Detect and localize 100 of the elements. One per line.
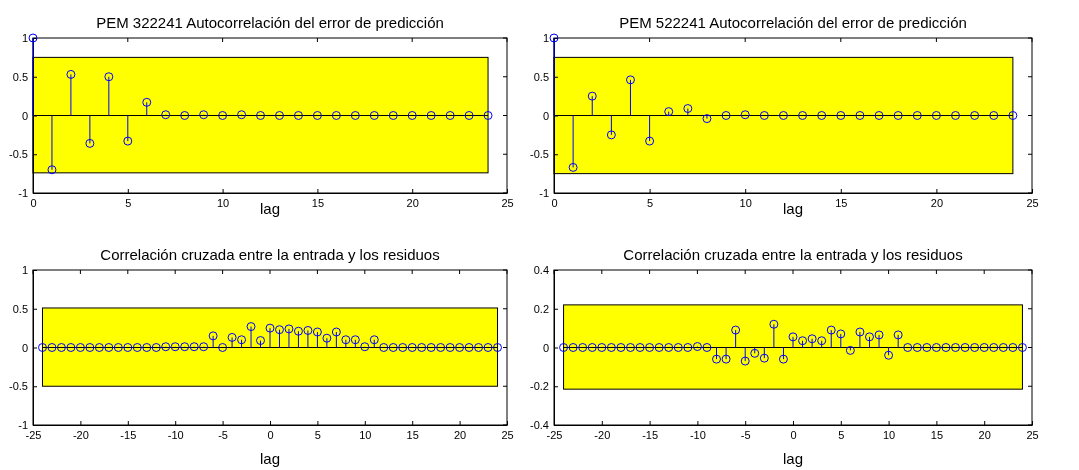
point bbox=[426, 343, 436, 352]
point bbox=[227, 332, 237, 342]
point bbox=[759, 111, 769, 120]
x-tick-label: 10 bbox=[739, 196, 752, 209]
point bbox=[702, 343, 712, 352]
y-tick-label: -1 bbox=[18, 419, 28, 432]
point bbox=[578, 343, 588, 352]
point bbox=[445, 343, 455, 352]
point bbox=[369, 111, 379, 120]
point bbox=[683, 343, 693, 352]
point bbox=[331, 327, 341, 337]
y-tick-label: 1 bbox=[21, 264, 28, 277]
x-tick-label: -5 bbox=[740, 428, 751, 441]
point bbox=[903, 343, 913, 352]
point bbox=[388, 111, 398, 120]
point bbox=[989, 111, 999, 120]
point bbox=[645, 343, 655, 352]
point bbox=[817, 111, 827, 120]
point bbox=[464, 343, 474, 352]
point bbox=[951, 111, 961, 120]
x-tick-label: -5 bbox=[218, 428, 228, 441]
x-tick-label: 15 bbox=[930, 428, 944, 441]
chart-title: Correlación cruzada entre la entrada y los residuos bbox=[100, 246, 440, 263]
point bbox=[750, 348, 760, 358]
point bbox=[998, 343, 1008, 352]
x-tick-label: 25 bbox=[1026, 428, 1039, 441]
x-tick-label: 25 bbox=[501, 196, 514, 209]
point bbox=[664, 107, 674, 117]
point bbox=[398, 343, 408, 352]
point bbox=[855, 111, 865, 120]
point bbox=[388, 343, 398, 352]
x-tick-label: -15 bbox=[120, 428, 137, 441]
x-tick-label: 20 bbox=[930, 196, 944, 209]
point bbox=[778, 354, 788, 364]
point bbox=[836, 329, 846, 339]
point bbox=[960, 343, 970, 352]
point bbox=[85, 343, 95, 352]
point bbox=[104, 343, 114, 352]
point bbox=[673, 343, 683, 352]
point bbox=[587, 343, 597, 352]
y-tick-label: 0.2 bbox=[533, 302, 549, 315]
point bbox=[218, 343, 228, 352]
x-tick-label: 10 bbox=[359, 428, 372, 441]
point bbox=[1017, 343, 1027, 352]
point bbox=[597, 343, 607, 352]
point bbox=[94, 343, 104, 352]
x-tick-label: 15 bbox=[835, 196, 848, 209]
y-tick-label: -0.5 bbox=[9, 148, 28, 161]
point bbox=[931, 343, 941, 352]
point bbox=[788, 332, 798, 342]
x-tick-label: 10 bbox=[882, 428, 896, 441]
point bbox=[436, 343, 446, 352]
x-tick-label: -20 bbox=[72, 428, 89, 441]
point bbox=[161, 342, 171, 352]
x-tick-label: -20 bbox=[594, 428, 611, 441]
point bbox=[426, 111, 436, 120]
point bbox=[616, 343, 626, 352]
point bbox=[606, 130, 616, 140]
point bbox=[483, 343, 493, 352]
point bbox=[970, 343, 980, 352]
x-tick-label: 5 bbox=[314, 428, 321, 441]
point bbox=[66, 69, 76, 79]
point bbox=[161, 110, 171, 120]
point bbox=[284, 324, 294, 334]
point bbox=[798, 336, 808, 346]
point bbox=[85, 138, 95, 148]
point bbox=[303, 325, 313, 335]
y-tick-label: 0.5 bbox=[12, 302, 28, 315]
point bbox=[769, 319, 779, 329]
point bbox=[104, 72, 114, 82]
point bbox=[322, 333, 332, 343]
point bbox=[123, 343, 133, 352]
y-tick-label: 0 bbox=[21, 109, 28, 122]
x-axis-title: lag bbox=[259, 200, 281, 217]
point bbox=[123, 136, 133, 146]
point bbox=[350, 335, 360, 345]
point bbox=[379, 343, 389, 352]
point bbox=[331, 111, 341, 120]
x-axis-title: lag bbox=[259, 450, 281, 467]
point bbox=[170, 342, 180, 352]
point bbox=[113, 343, 123, 352]
point bbox=[274, 111, 284, 120]
point bbox=[369, 335, 379, 345]
point bbox=[132, 343, 142, 352]
y-tick-label: 0.4 bbox=[533, 264, 549, 277]
point bbox=[568, 162, 578, 172]
point bbox=[654, 343, 664, 352]
y-tick-label: 1 bbox=[21, 32, 28, 45]
point bbox=[874, 111, 884, 120]
y-tick-label: 0.5 bbox=[533, 70, 549, 83]
point bbox=[445, 111, 455, 120]
x-tick-label: 0 bbox=[30, 196, 37, 209]
point bbox=[587, 91, 597, 101]
point bbox=[142, 343, 152, 352]
point bbox=[855, 327, 865, 337]
point bbox=[47, 343, 57, 352]
point bbox=[692, 342, 702, 352]
point bbox=[56, 343, 66, 352]
point bbox=[864, 332, 874, 342]
point bbox=[407, 111, 417, 120]
